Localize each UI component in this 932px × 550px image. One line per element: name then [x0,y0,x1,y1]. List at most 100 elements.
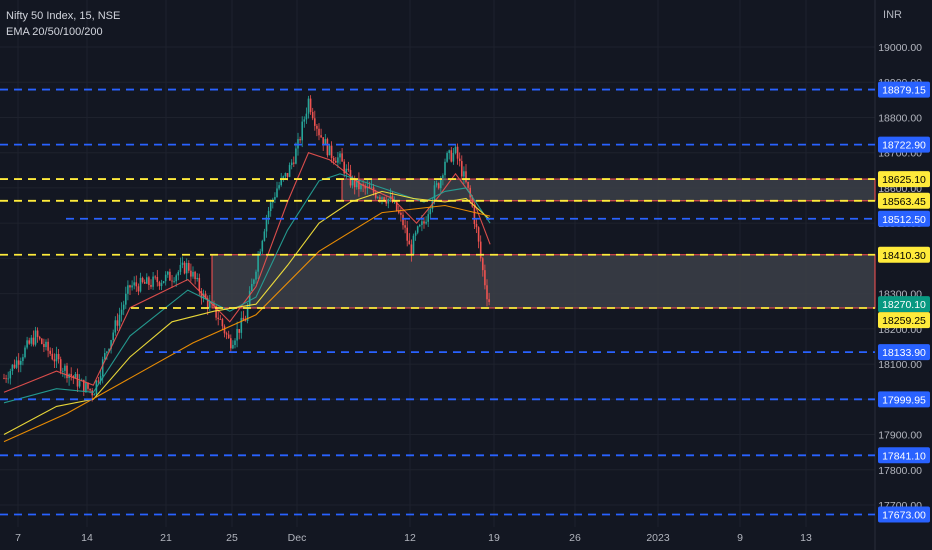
candle [120,309,123,315]
candle [34,330,37,345]
candles [3,95,490,402]
candle [311,111,314,119]
candle [131,285,133,288]
candle [152,276,154,287]
candle [112,332,114,341]
price-tag-box [878,344,930,361]
candle [454,146,457,153]
candle [465,171,467,182]
candle [400,212,402,215]
candle [209,302,211,308]
candle [62,370,64,372]
candle [196,277,198,280]
candle [173,281,175,283]
candle [301,121,303,141]
price-tag-text: 17841.10 [882,450,926,462]
candle [248,290,251,306]
candle [269,202,272,212]
price-tag-text: 17999.95 [882,394,926,406]
candle [24,347,26,358]
candle [47,341,49,351]
candle [307,98,310,114]
candle [477,227,480,242]
candle [450,150,453,162]
candle [53,359,56,362]
candle [425,221,427,224]
candle [244,320,247,322]
candle [488,299,490,303]
candle [286,173,289,177]
price-tag-text: 18259.25 [882,315,926,327]
candle [408,240,411,245]
candle [456,146,459,159]
candle [364,185,366,189]
candle [467,181,469,188]
candle [381,197,383,199]
candle [104,353,106,360]
candle [146,277,148,284]
y-tick-label: 17800.00 [878,465,922,477]
candle [295,148,297,164]
level-price-tag: 18563.45 [878,192,930,209]
candle [433,185,436,201]
candle [353,178,356,188]
candle [91,390,93,396]
candle [227,334,230,339]
candle [45,341,47,347]
candle [66,365,68,379]
x-tick-label: 19 [488,532,500,544]
candle [238,329,240,333]
candle [377,197,379,198]
price-tag-text: 18722.90 [882,140,926,152]
candle [328,145,331,156]
candle [240,317,243,333]
candle [43,343,45,347]
candle [429,209,432,215]
price-tag-box [878,296,930,313]
price-tag-box [878,81,930,98]
candle [181,262,184,265]
time-axis[interactable]: 7 14 21 25 Dec 12 19 26 2023 9 13 [15,532,812,544]
candle [101,359,104,377]
indicator-title[interactable]: EMA 20/50/100/200 [6,26,103,38]
candle [332,157,335,161]
candle [253,279,255,285]
candle [85,382,87,392]
symbol-title[interactable]: Nifty 50 Index, 15, NSE [6,10,121,22]
ema-lines [3,152,491,443]
price-tag-text: 18410.30 [882,250,926,262]
candle [259,251,261,256]
candle [215,305,217,318]
candle [324,139,327,146]
level-price-tag: 17841.10 [878,447,930,464]
candle [446,153,448,162]
candle [183,262,186,274]
ema-line [3,204,491,443]
x-tick-label: 26 [569,532,581,544]
candle [78,380,81,387]
candle [370,187,373,189]
candle [345,168,348,174]
candle [93,394,96,396]
candle [305,113,308,120]
price-zone [211,254,876,309]
level-price-tag: 17673.00 [878,506,930,523]
candle [299,139,301,141]
candle [267,211,270,218]
candle [452,152,455,162]
candle [309,98,312,112]
candle [11,364,14,371]
candle [274,197,276,200]
candle [70,374,72,376]
candle [423,221,425,224]
currency-label: INR [883,9,902,21]
candle [284,173,287,177]
candle [261,240,264,252]
candle [38,336,41,339]
price-tag-text: 18625.10 [882,174,926,186]
candle [398,210,400,213]
candle [57,353,60,360]
level-price-labels: 18879.15 18722.90 18625.10 18563.45 18512.50… [878,81,930,523]
candle [379,197,381,199]
